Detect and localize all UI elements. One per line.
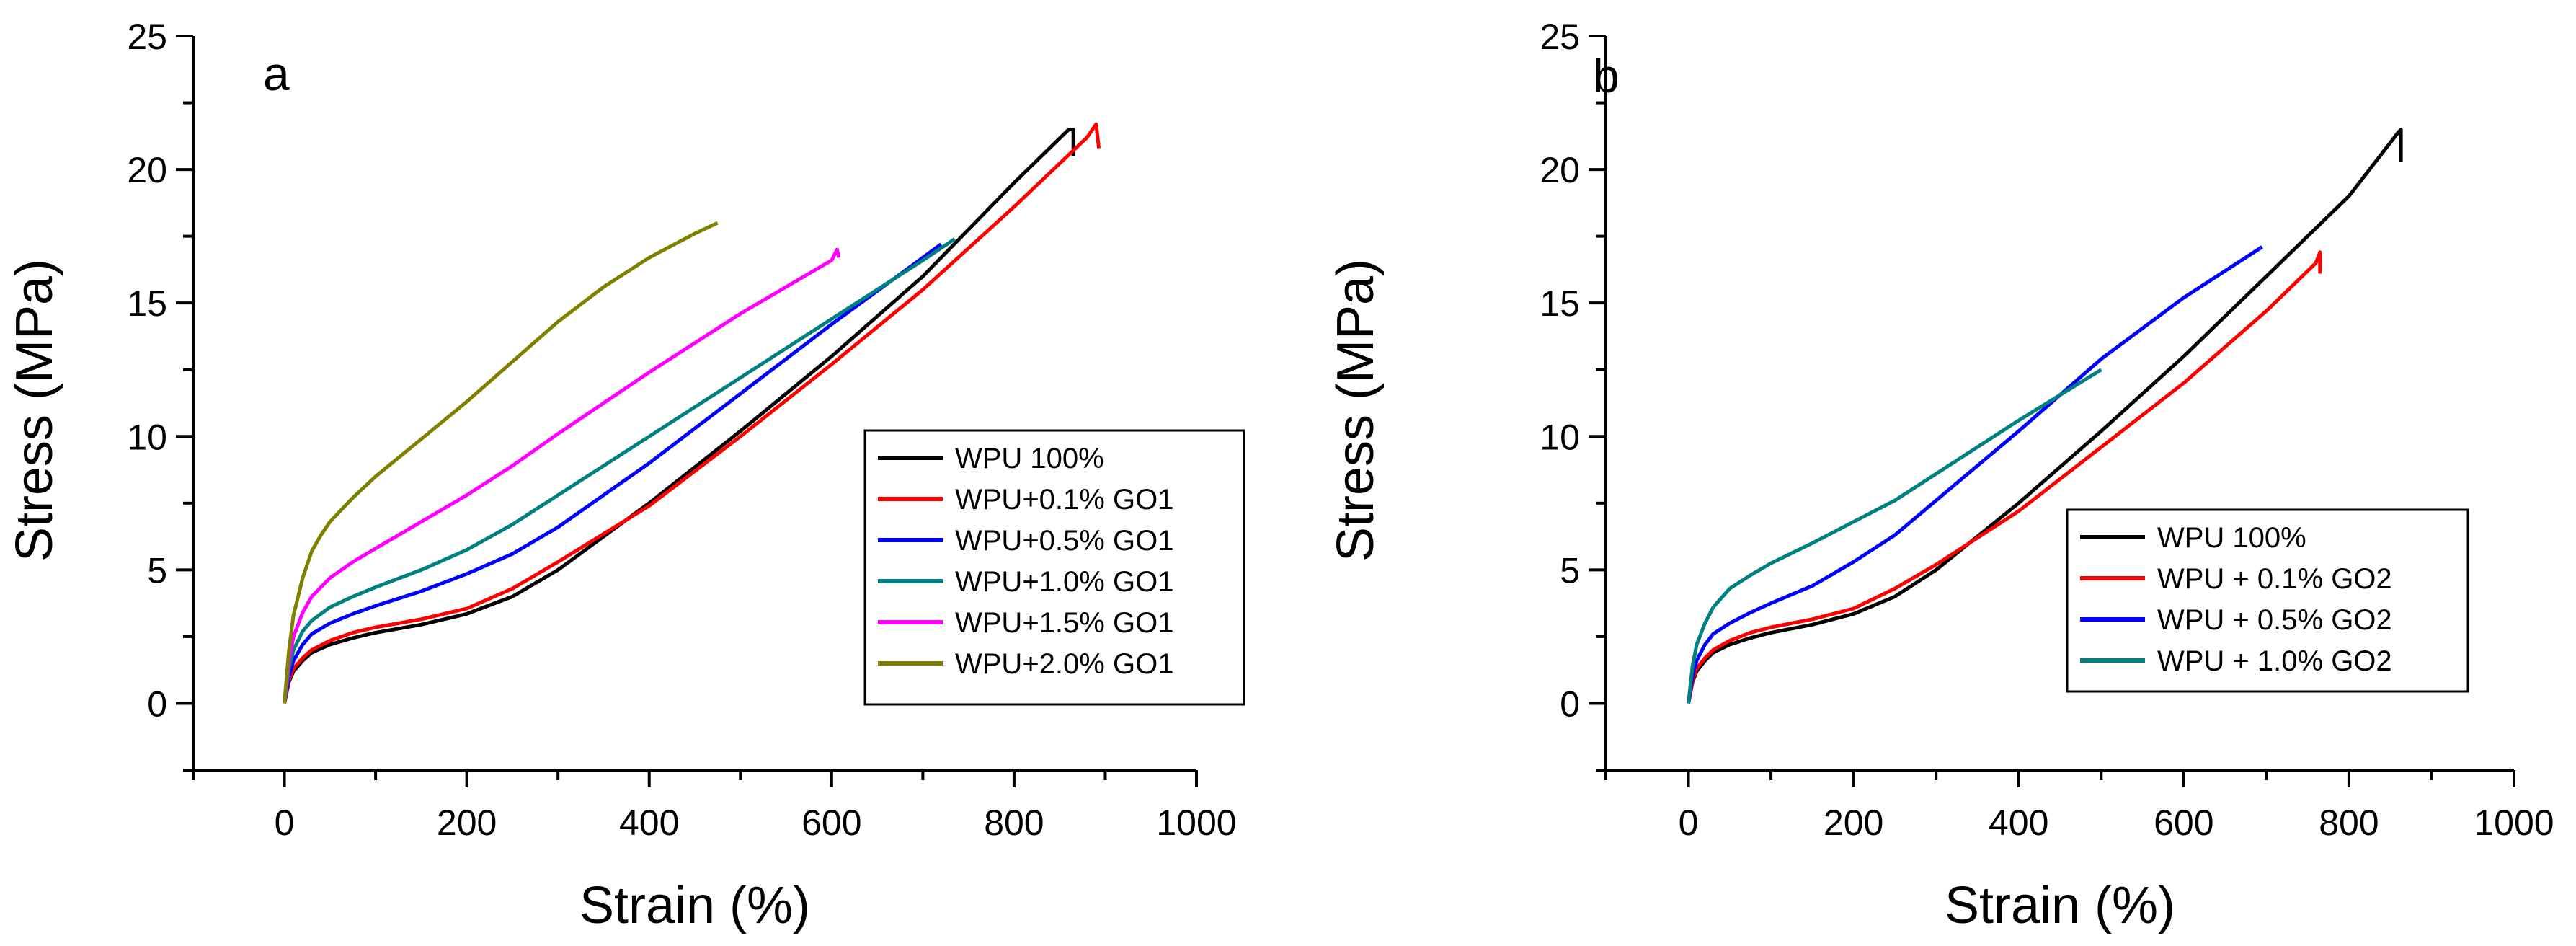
series-line-2 [283,122,1101,704]
series-line-5 [283,247,841,704]
x-tick-label: 400 [619,803,679,843]
legend-label: WPU+1.0% GO1 [955,566,1173,598]
legend-box [863,429,1245,706]
legend-label: WPU + 0.5% GO2 [2157,604,2392,636]
x-tick-label: 1000 [2474,803,2554,843]
y-tick-label: 10 [127,417,167,457]
legend-label: WPU+0.1% GO1 [955,484,1173,516]
y-tick-label: 5 [1560,550,1580,591]
x-tick-label: 400 [1989,803,2048,843]
x-tick-label: 1000 [1156,803,1236,843]
x-tick-label: 200 [1824,803,1883,843]
series-line-6 [283,221,719,704]
x-tick-label: 0 [1679,803,1699,843]
x-tick-label: 0 [275,803,295,843]
chart-panel-a: 0 200 400 600 800 1000 0 5 10 15 20 25 Strain (%) Str… [6,17,1245,934]
y-axis-title: Stress (MPa) [1327,259,1385,562]
x-tick-label: 800 [984,803,1044,843]
y-tick-label: 25 [1540,17,1580,57]
x-axis-title: Strain (%) [579,877,810,934]
y-axis-title: Stress (MPa) [6,259,63,562]
y-tick-label: 15 [127,283,167,324]
series-line-2 [1687,250,2322,704]
panel-label: a [263,47,290,100]
x-tick-label: 200 [437,803,497,843]
x-axis-title: Strain (%) [1945,877,2175,934]
legend-label: WPU + 0.1% GO2 [2157,563,2392,595]
legend-label: WPU+2.0% GO1 [955,648,1173,680]
legend-label: WPU+0.5% GO1 [955,525,1173,557]
legend-label: WPU+1.5% GO1 [955,607,1173,639]
legend-label: WPU 100% [955,443,1104,474]
y-tick-label: 10 [1540,417,1580,457]
series-line-1 [283,128,1075,704]
series-line-4 [283,237,956,704]
legend-label: WPU + 1.0% GO2 [2157,645,2392,677]
y-tick-label: 15 [1540,283,1580,324]
legend-label: WPU 100% [2157,522,2306,554]
y-tick-label: 20 [127,150,167,190]
series-line-3 [283,242,943,704]
x-tick-label: 600 [2154,803,2213,843]
chart-panel-b: 0 200 400 600 800 1000 0 5 10 15 20 25 Strain (%) Str… [1327,17,2554,934]
series-line-4 [1687,368,2102,704]
x-tick-label: 800 [2319,803,2379,843]
x-tick-label: 600 [801,803,861,843]
y-tick-label: 5 [147,550,167,591]
y-tick-label: 20 [1540,150,1580,190]
panel-label: b [1593,49,1620,102]
y-tick-label: 0 [147,684,167,724]
series-line-1 [1687,128,2403,704]
y-tick-label: 25 [127,17,167,57]
y-tick-label: 0 [1560,684,1580,724]
